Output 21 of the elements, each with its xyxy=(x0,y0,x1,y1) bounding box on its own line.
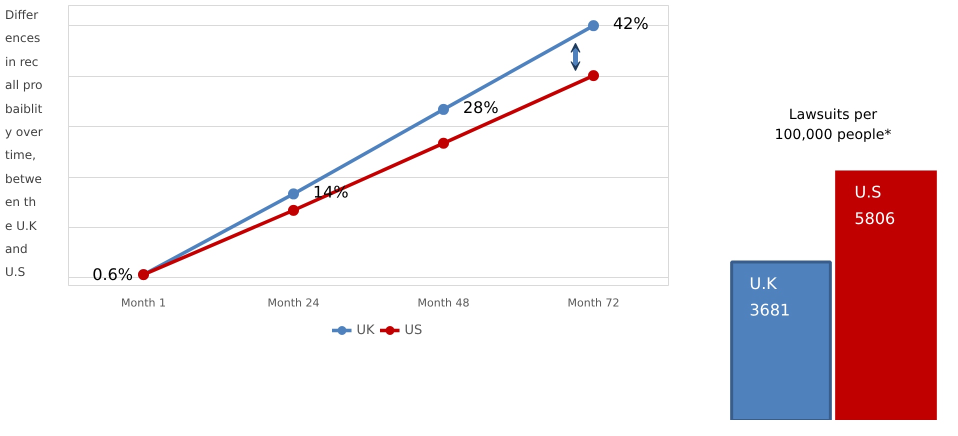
point xyxy=(438,104,449,115)
x-tick-label: U.K xyxy=(750,274,778,293)
point xyxy=(438,138,449,149)
data-label: 3681 xyxy=(750,300,790,320)
annotation: 42% xyxy=(613,14,649,34)
text: Differences in recall probaiblity over time, between the U.K and U.S xyxy=(5,8,43,280)
x-tick-label: Month 48 xyxy=(418,296,470,310)
point xyxy=(588,20,599,32)
point xyxy=(588,70,599,82)
legend-label: US xyxy=(404,322,424,338)
x-tick-label: Month 72 xyxy=(568,296,620,310)
data-label: 5806 xyxy=(854,209,896,228)
chart-title: Lawsuits per 100,000 people* xyxy=(774,106,892,145)
point xyxy=(288,204,299,216)
annotation: 28% xyxy=(463,98,499,117)
x-tick-label: U.S xyxy=(854,182,882,202)
annotation: 0.6% xyxy=(92,265,134,284)
point xyxy=(288,188,299,200)
x-tick-label: Month 24 xyxy=(268,296,320,310)
legend-label: UK xyxy=(356,322,376,338)
x-tick-label: Month 1 xyxy=(121,296,166,310)
